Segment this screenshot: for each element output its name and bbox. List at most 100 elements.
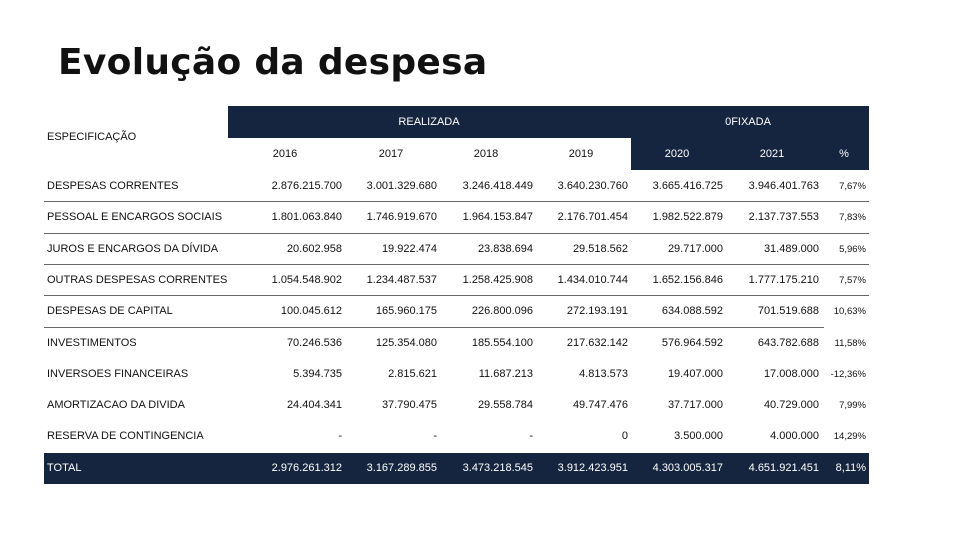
cell-value: 1.234.487.537 [366,273,437,286]
cell-value: - [338,430,342,443]
row-label: INVERSOES FINANCEIRAS [47,367,189,380]
cell-value: - [529,430,533,443]
cell-value: 24.404.341 [286,399,342,412]
cell-value: 70.246.536 [286,336,342,349]
cell-value: 185.554.100 [471,336,533,349]
table-row: INVESTIMENTOS 70.246.536 125.354.080 185.55… [44,328,869,359]
row-divider [44,327,824,328]
row-divider [44,233,869,234]
column-header-year: 2016 [272,148,298,160]
cell-value: 1.434.010.744 [557,273,628,286]
cell-value: 1.652.156.846 [652,273,723,286]
table-row: RESERVA DE CONTINGENCIA - - - 0 3.500.000 4.00… [44,421,869,452]
cell-value: 100.045.612 [280,305,342,318]
cell-value: 1.746.919.670 [366,211,437,224]
cell-value: 1.964.153.847 [462,211,533,224]
cell-value: 23.838.694 [477,242,533,255]
cell-value: 1.801.063.840 [271,211,342,224]
cell-pct: 10,63% [833,306,866,318]
cell-value: 11.687.213 [478,367,533,380]
cell-pct: 11,58% [834,337,866,349]
cell-pct: 14,29% [833,431,866,443]
cell-value: 165.960.175 [375,305,437,318]
cell-pct: 5,96% [839,243,866,255]
cell-value: 701.519.688 [757,305,819,318]
header-group-band [228,106,869,138]
cell-value: 3.946.401.763 [748,180,819,192]
cell-value: 2.137.737.553 [748,211,819,224]
table-row: INVERSOES FINANCEIRAS 5.394.735 2.815.621 1… [44,359,869,390]
cell-value: 19.407.000 [667,367,723,380]
row-label: DESPESAS DE CAPITAL [47,305,173,318]
table-total-row: TOTAL 2.976.261.312 3.167.289.855 3.473.218… [44,452,869,484]
cell-pct: 7,99% [839,400,866,412]
cell-value: 217.632.142 [566,336,628,349]
cell-value: 5.394.735 [293,367,342,380]
cell-value: 29.558.784 [477,399,533,412]
cell-value: 49.747.476 [572,399,628,412]
row-label: AMORTIZACAO DA DIVIDA [47,399,185,412]
row-label: DESPESAS CORRENTES [47,180,179,192]
column-header-especificacao: ESPECIFICAÇÃO [47,131,137,143]
row-label: JUROS E ENCARGOS DA DÍVIDA [47,242,219,255]
cell-value: 20.602.958 [286,242,342,255]
page-title: Evolução da despesa [58,42,488,83]
cell-value: 3.665.416.725 [652,180,723,192]
cell-value: 643.782.688 [757,336,819,349]
column-header-year: 2021 [759,148,785,160]
cell-value: 4.813.573 [579,367,628,380]
cell-value: 576.964.592 [661,336,723,349]
cell-value: 31.489.000 [763,242,819,255]
header-fixada-years-band [631,138,869,170]
cell-value: 3.246.418.449 [462,180,533,192]
cell-value: 37.717.000 [667,399,723,412]
cell-value: 272.193.191 [566,305,628,318]
row-label: TOTAL [47,461,82,474]
row-label: INVESTIMENTOS [47,336,137,349]
cell-pct: 8,11% [835,461,866,474]
cell-pct: 7,57% [839,274,866,286]
cell-pct: -12,36% [830,368,866,380]
cell-value: 3.001.329.680 [366,180,437,192]
cell-pct: 7,83% [839,212,866,224]
cell-value: 226.800.096 [471,305,533,318]
cell-value: - [433,430,437,443]
column-group-realizada: REALIZADA [398,116,460,128]
cell-value: 19.922.474 [381,242,437,255]
table-row: OUTRAS DESPESAS CORRENTES 1.054.548.902 1.… [44,265,869,296]
cell-value: 4.651.921.451 [748,461,819,474]
cell-value: 1.982.522.879 [652,211,723,224]
cell-value: 2.176.701.454 [557,211,628,224]
cell-value: 3.167.289.855 [366,461,437,474]
table-row: JUROS E ENCARGOS DA DÍVIDA 20.602.958 19.9… [44,234,869,265]
cell-value: 4.000.000 [770,430,819,443]
cell-value: 17.008.000 [763,367,819,380]
row-label: PESSOAL E ENCARGOS SOCIAIS [47,211,223,224]
cell-value: 634.088.592 [661,305,723,318]
column-header-year: 2017 [378,148,404,160]
column-header-year: 2018 [473,148,499,160]
cell-value: 3.500.000 [674,430,723,443]
column-header-year: 2019 [568,148,594,160]
cell-value: 0 [621,430,628,443]
cell-value: 1.054.548.902 [271,273,342,286]
cell-value: 3.912.423.951 [557,461,628,474]
cell-value: 4.303.005.317 [652,461,723,474]
cell-value: 125.354.080 [375,336,437,349]
column-header-pct: % [839,148,849,160]
cell-pct: 7,67% [839,181,866,192]
cell-value: 29.518.562 [572,242,628,255]
table-row: PESSOAL E ENCARGOS SOCIAIS 1.801.063.840 1… [44,202,869,233]
row-divider [44,295,869,296]
cell-value: 1.258.425.908 [462,273,533,286]
table-row: DESPESAS CORRENTES 2.876.215.700 3.001.329… [44,171,869,202]
cell-value: 2.815.621 [388,367,437,380]
row-label: RESERVA DE CONTINGENCIA [47,430,204,443]
cell-value: 3.640.230.760 [557,180,628,192]
cell-value: 2.976.261.312 [271,461,342,474]
cell-value: 3.473.218.545 [462,461,533,474]
cell-value: 29.717.000 [667,242,723,255]
cell-value: 1.777.175.210 [748,273,819,286]
cell-value: 2.876.215.700 [271,180,342,192]
row-divider [44,264,869,265]
